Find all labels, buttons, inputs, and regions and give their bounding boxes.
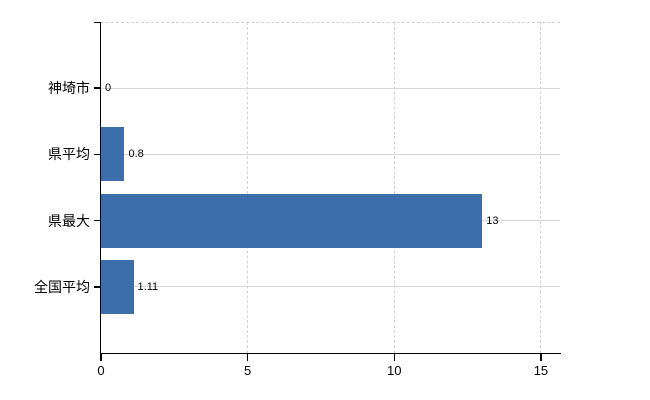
h-gridline — [101, 87, 560, 89]
plot-top-border — [101, 21, 560, 23]
v-gridline — [540, 22, 542, 353]
value-label: 0 — [105, 82, 112, 95]
x-axis-tick — [246, 354, 249, 361]
bar — [101, 127, 125, 182]
category-label: 神埼市 — [48, 80, 90, 97]
category-label: 県平均 — [48, 146, 90, 163]
y-axis-tick — [93, 286, 101, 288]
value-label: 0.8 — [128, 148, 144, 161]
x-tick-label: 0 — [97, 363, 105, 378]
y-axis-tick — [93, 219, 101, 222]
y-axis — [99, 22, 101, 354]
x-tick-label: 10 — [387, 363, 402, 378]
x-tick-label: 5 — [244, 363, 252, 378]
v-gridline — [393, 22, 395, 353]
bar — [101, 259, 134, 314]
y-axis-top-tick — [94, 21, 101, 23]
x-axis-tick — [100, 354, 102, 361]
y-axis-tick — [93, 87, 101, 89]
x-tick-label: 15 — [533, 363, 549, 378]
value-label: 13 — [486, 214, 499, 227]
category-label: 県最大 — [48, 212, 90, 229]
h-gridline — [101, 153, 560, 155]
h-gridline — [101, 286, 560, 288]
value-label: 1.11 — [137, 280, 159, 293]
x-axis-tick — [540, 354, 542, 361]
y-axis-tick — [93, 153, 101, 156]
x-axis — [99, 352, 561, 354]
x-axis-tick — [393, 354, 396, 361]
v-gridline — [247, 22, 249, 353]
category-label: 全国平均 — [34, 278, 90, 295]
bar — [101, 193, 483, 248]
